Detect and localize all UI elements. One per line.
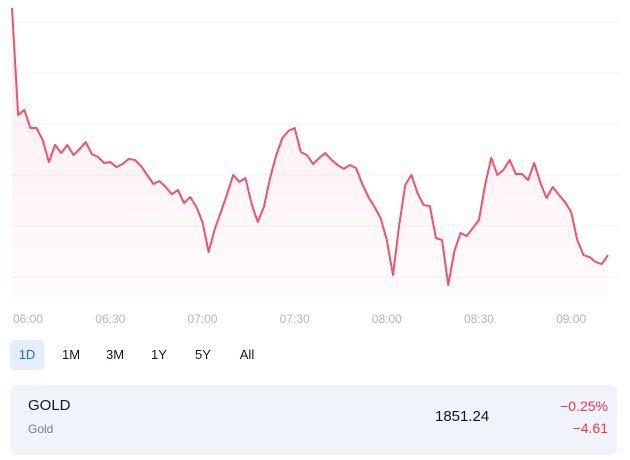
range-button[interactable]: 1D [10, 340, 44, 370]
x-tick-label: 07:30 [280, 312, 310, 326]
x-tick-label: 06:00 [13, 312, 43, 326]
range-button[interactable]: 1M [61, 347, 81, 362]
change: −4.61 [572, 420, 608, 436]
change-percent: −0.25% [560, 398, 608, 414]
chart: 06:00 06:30 07:00 07:30 08:00 08:30 09:00 [10, 7, 620, 326]
range-button[interactable]: All [239, 347, 255, 362]
symbol-name: Gold [28, 422, 54, 436]
quote-card[interactable]: GOLD Gold 1851.24 −0.25% −4.61 [10, 385, 617, 455]
area-fill [12, 7, 608, 300]
range-buttons: 1D 1M 3M 1Y 5Y All [10, 340, 264, 370]
x-tick-label: 06:30 [95, 312, 125, 326]
x-tick-label: 09:00 [556, 312, 586, 326]
range-button[interactable]: 3M [105, 347, 125, 362]
range-button[interactable]: 5Y [195, 347, 211, 362]
price-line [11, 7, 609, 286]
symbol: GOLD [28, 397, 71, 414]
x-tick-label: 07:00 [187, 312, 217, 326]
price: 1851.24 [435, 408, 490, 425]
x-tick-label: 08:30 [464, 312, 494, 326]
x-tick-label: 08:00 [372, 312, 402, 326]
range-button[interactable]: 1Y [151, 347, 167, 362]
